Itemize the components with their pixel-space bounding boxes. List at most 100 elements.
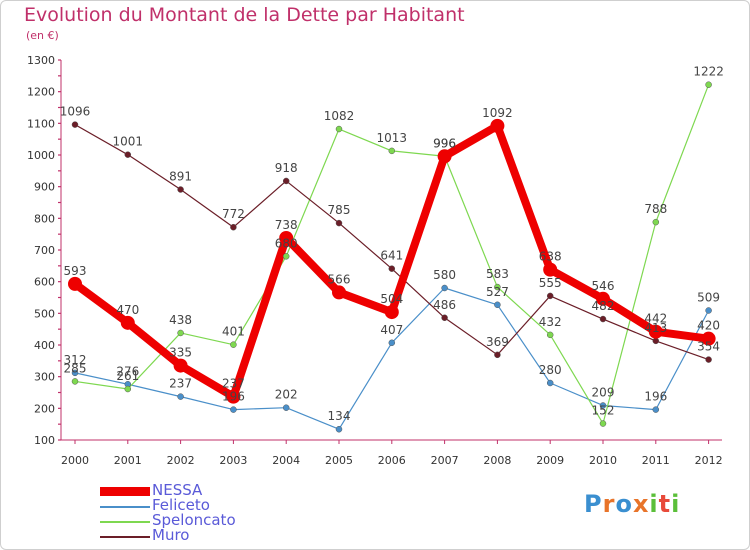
x-tick-label: 2012 (695, 454, 723, 467)
y-tick-label: 400 (34, 339, 55, 352)
logo-letter: x (632, 490, 650, 518)
x-tick-label: 2008 (483, 454, 511, 467)
data-label: 996 (433, 136, 456, 150)
data-label: 407 (380, 323, 403, 337)
data-point (599, 315, 607, 323)
data-label: 546 (592, 279, 615, 293)
x-tick-label: 2000 (61, 454, 89, 467)
y-tick-label: 1200 (27, 86, 55, 99)
chart-title: Evolution du Montant de la Dette par Hab… (24, 4, 465, 26)
chart-subtitle: (en €) (26, 29, 59, 42)
data-label: 442 (644, 312, 667, 326)
data-label: 237 (222, 377, 245, 391)
data-point (282, 177, 290, 185)
data-label: 285 (64, 361, 87, 375)
data-label: 202 (275, 388, 298, 402)
data-label: 413 (644, 321, 667, 335)
data-point (230, 341, 237, 348)
data-point (335, 219, 343, 227)
data-point (546, 379, 554, 387)
logo-letter: t (658, 490, 672, 518)
data-point (701, 331, 716, 346)
data-label: 486 (433, 298, 456, 312)
y-tick-label: 300 (34, 371, 55, 384)
data-label: 209 (592, 385, 615, 399)
y-tick-label: 900 (34, 181, 55, 194)
data-label: 335 (169, 346, 192, 360)
data-label: 527 (486, 285, 509, 299)
data-point (177, 329, 184, 337)
logo-letter: i (649, 490, 659, 518)
data-label: 996 (433, 136, 456, 150)
data-label: 566 (328, 272, 351, 286)
proxiti-logo: Proxiti (584, 490, 680, 518)
data-label: 312 (64, 353, 87, 367)
y-tick-label: 1300 (27, 54, 55, 67)
data-point (705, 307, 712, 314)
data-label: 470 (116, 303, 139, 317)
data-point (494, 301, 501, 309)
data-label: 432 (539, 315, 562, 329)
data-label: 772 (222, 207, 245, 221)
data-label: 641 (380, 249, 403, 263)
data-point (71, 369, 79, 377)
data-point (652, 406, 660, 413)
data-label: 638 (539, 250, 562, 264)
data-label: 1222 (693, 65, 724, 79)
y-tick-label: 1000 (27, 149, 55, 162)
data-point (335, 125, 343, 133)
logo-letter: P (584, 490, 603, 518)
data-point (120, 315, 135, 330)
y-tick-label: 500 (34, 307, 55, 320)
logo-letter: i (671, 490, 681, 518)
data-point (226, 389, 241, 404)
series-points (68, 81, 716, 433)
data-label: 593 (64, 264, 87, 278)
data-label: 420 (697, 319, 720, 333)
legend-label: Feliceto (152, 496, 210, 514)
legend-swatch (100, 506, 150, 508)
data-point (71, 121, 79, 128)
x-tick-label: 2010 (589, 454, 617, 467)
logo-letter: r (602, 490, 616, 518)
data-point (282, 404, 290, 411)
data-point (494, 351, 501, 359)
data-label: 1096 (60, 105, 91, 119)
data-label: 354 (697, 340, 720, 354)
data-point (599, 402, 607, 409)
data-label: 196 (644, 390, 667, 404)
y-tick-label: 700 (34, 244, 55, 257)
data-point (543, 262, 558, 277)
data-label: 1013 (377, 131, 408, 145)
data-label: 1001 (113, 135, 144, 149)
data-point (388, 265, 396, 272)
data-label: 401 (222, 325, 245, 339)
x-tick-label: 2011 (642, 454, 670, 467)
data-point (599, 420, 607, 427)
data-point (173, 358, 188, 373)
data-label: 891 (169, 170, 192, 184)
data-point (652, 218, 660, 226)
data-label: 196 (222, 390, 245, 404)
data-point (230, 406, 237, 413)
data-point (279, 230, 294, 245)
data-label: 438 (169, 313, 192, 327)
y-tick-label: 1100 (27, 117, 55, 130)
data-point (384, 305, 399, 320)
y-tick-label: 600 (34, 276, 55, 289)
data-point (177, 186, 184, 193)
data-label: 280 (539, 363, 562, 377)
data-point (124, 385, 132, 393)
data-label: 583 (486, 267, 509, 281)
data-label: 482 (592, 299, 615, 313)
data-label: 555 (539, 276, 562, 290)
data-point (441, 284, 448, 292)
data-point (596, 291, 610, 306)
data-label: 788 (644, 202, 667, 216)
data-point (124, 151, 132, 158)
data-point (388, 147, 396, 155)
data-point (705, 356, 712, 363)
x-tick-label: 2005 (325, 454, 353, 467)
